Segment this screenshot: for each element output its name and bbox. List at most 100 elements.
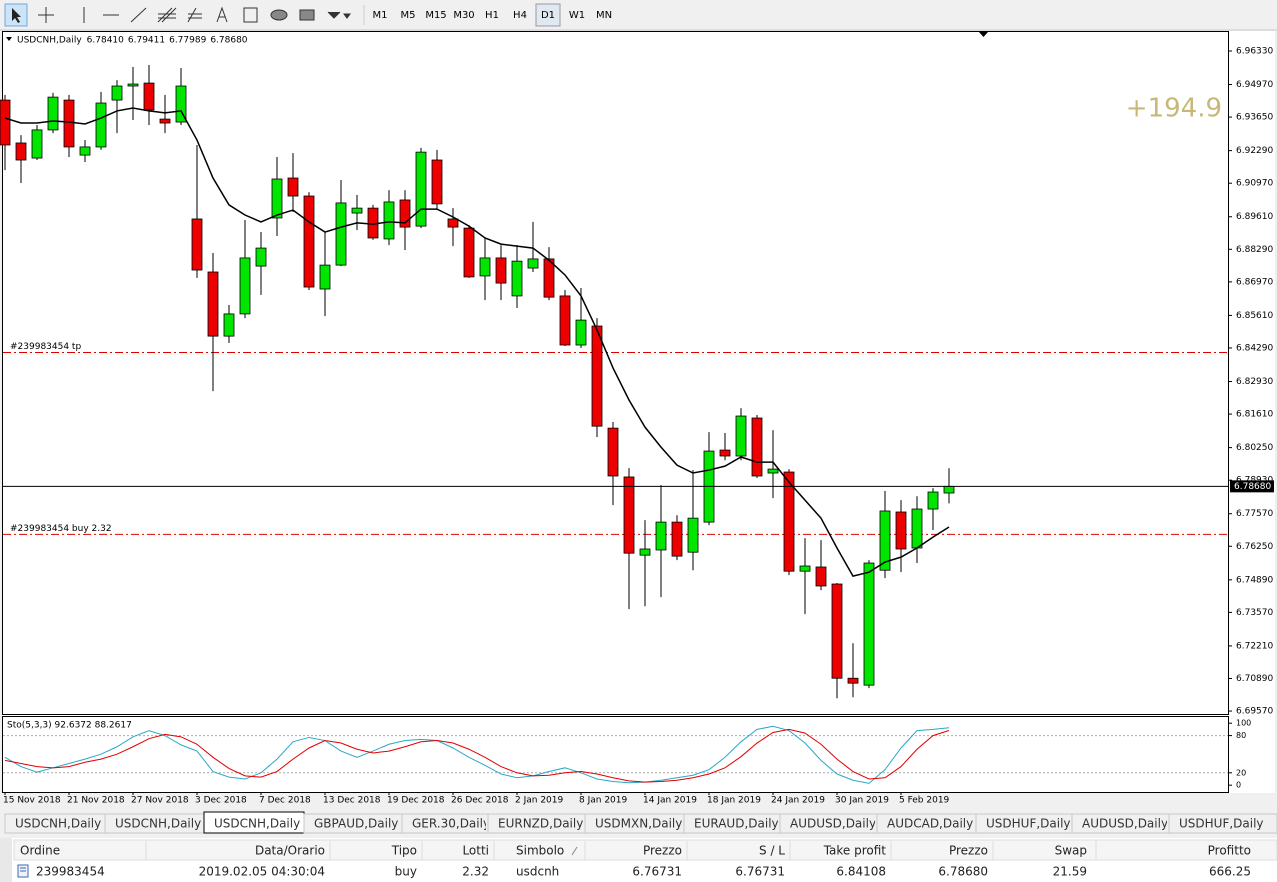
sub-y-tick-label: 100 bbox=[1236, 719, 1251, 728]
candle-body bbox=[607, 427, 619, 477]
x-tick-label: 14 Jan 2019 bbox=[643, 796, 697, 806]
candle-body bbox=[0, 99, 11, 146]
y-tick-label: 6.84290 bbox=[1236, 343, 1273, 353]
table-cell: 6.76731 bbox=[632, 865, 682, 879]
column-header[interactable]: Prezzo bbox=[643, 844, 682, 858]
timeframes: M1 M5 M15 M30 H1 H4 D1 W1 MN bbox=[373, 3, 612, 27]
candle-body bbox=[15, 142, 27, 161]
y-tick-label: 6.88290 bbox=[1236, 245, 1273, 255]
channel-tool[interactable] bbox=[157, 7, 177, 23]
timeframe-button[interactable]: M1 bbox=[373, 10, 388, 21]
candle-body bbox=[207, 271, 219, 337]
candle-body bbox=[383, 201, 395, 240]
ohlc-value: 6.78410 bbox=[87, 36, 124, 46]
column-header[interactable]: Data/Orario bbox=[255, 844, 325, 858]
ohlc-value: 6.78680 bbox=[210, 36, 247, 46]
candle-body bbox=[399, 199, 411, 228]
y-tick-label: 6.85610 bbox=[1236, 311, 1273, 321]
moving-average bbox=[4, 107, 950, 577]
order-level-label: #239983454 buy 2.32 bbox=[10, 524, 112, 534]
x-tick-label: 8 Jan 2019 bbox=[579, 796, 627, 806]
candle-body bbox=[895, 511, 907, 550]
timeframe-active bbox=[535, 3, 561, 27]
timeframe-button[interactable]: H4 bbox=[513, 10, 527, 21]
tab-label[interactable]: GER.30,Daily bbox=[412, 817, 490, 831]
timeframe-button[interactable]: M30 bbox=[453, 10, 474, 21]
x-tick-label: 19 Dec 2018 bbox=[387, 796, 445, 806]
x-tick-label: 13 Dec 2018 bbox=[323, 796, 381, 806]
x-tick-label: 2 Jan 2019 bbox=[515, 796, 563, 806]
tab-label[interactable]: EURNZD,Daily bbox=[498, 817, 583, 831]
tab-label[interactable]: EURAUD,Daily bbox=[694, 817, 779, 831]
y-tick-label: 6.74890 bbox=[1236, 575, 1273, 585]
candle-body bbox=[287, 177, 299, 197]
candle-body bbox=[175, 85, 187, 123]
timeframe-button[interactable]: M5 bbox=[401, 10, 416, 21]
chart-window bbox=[2, 31, 1275, 793]
candle-body bbox=[543, 258, 555, 298]
candle-body bbox=[815, 566, 827, 587]
timeframe-button[interactable]: H1 bbox=[485, 10, 499, 21]
text-tool[interactable] bbox=[216, 6, 228, 23]
sort-indicator bbox=[571, 846, 578, 856]
x-tick-label: 26 Dec 2018 bbox=[451, 796, 509, 806]
column-header[interactable]: Swap bbox=[1055, 844, 1087, 858]
tab-label[interactable]: GBPAUD,Daily bbox=[314, 817, 398, 831]
candle-body bbox=[351, 207, 363, 214]
ellipse-tool[interactable] bbox=[270, 9, 288, 21]
candle-body bbox=[527, 258, 539, 269]
timeframe-button[interactable]: W1 bbox=[569, 10, 585, 21]
tab-label[interactable]: USDMXN,Daily bbox=[595, 817, 682, 831]
column-header[interactable]: Lotti bbox=[462, 844, 489, 858]
tab-label[interactable]: USDCNH,Daily bbox=[115, 817, 201, 831]
tab-label[interactable]: USDHUF,Daily bbox=[1179, 817, 1264, 831]
column-header[interactable]: Simbolo bbox=[516, 844, 564, 858]
label-tool[interactable] bbox=[243, 7, 258, 23]
table-cell: 6.76731 bbox=[735, 865, 785, 879]
candle-body bbox=[431, 159, 443, 205]
trendline-tool[interactable] bbox=[130, 7, 147, 23]
tab-label[interactable]: AUDUSD,Daily bbox=[1082, 817, 1168, 831]
y-tick-label: 6.77570 bbox=[1236, 509, 1273, 519]
y-tick-label: 6.93650 bbox=[1236, 113, 1273, 123]
column-header[interactable]: Prezzo bbox=[949, 844, 988, 858]
arrows-tool[interactable] bbox=[327, 11, 351, 19]
rectangle-tool[interactable] bbox=[299, 9, 315, 21]
y-tick-label: 6.72210 bbox=[1236, 641, 1273, 651]
x-tick-label: 24 Jan 2019 bbox=[771, 796, 825, 806]
column-header[interactable]: Ordine bbox=[20, 844, 60, 858]
crosshair-tool[interactable] bbox=[38, 7, 54, 23]
candle-body bbox=[927, 491, 939, 510]
table-cell: 239983454 bbox=[36, 865, 105, 879]
table-cell: usdcnh bbox=[516, 865, 559, 879]
candle-body bbox=[191, 218, 203, 271]
timeframe-button[interactable]: MN bbox=[596, 10, 612, 21]
table-cell: 666.25 bbox=[1209, 865, 1251, 879]
column-header[interactable]: Tipo bbox=[391, 844, 417, 858]
timeframe-button[interactable]: D1 bbox=[541, 10, 555, 21]
tab[interactable] bbox=[1168, 813, 1277, 834]
tab-label[interactable]: AUDUSD,Daily bbox=[790, 817, 876, 831]
tab-label[interactable]: USDCNH,Daily bbox=[15, 817, 101, 831]
y-tick-label: 6.82930 bbox=[1236, 377, 1273, 387]
price-label: 6.78680 bbox=[1234, 482, 1271, 492]
candle-body bbox=[31, 129, 43, 159]
table: Ordine Data/Orario Tipo Lotti Simbolo Prezzo S… bbox=[20, 841, 1277, 879]
candle-body bbox=[79, 146, 91, 156]
shift-marker bbox=[979, 32, 988, 37]
tab-label[interactable]: USDCNH,Daily bbox=[214, 817, 300, 831]
column-header[interactable]: S / L bbox=[759, 844, 785, 858]
tabs: USDCNH,Daily USDCNH,Daily USDCNH,Daily GBPA… bbox=[4, 811, 1277, 834]
tab-label[interactable]: AUDCAD,Daily bbox=[887, 817, 973, 831]
y-tick-label: 6.73570 bbox=[1236, 608, 1273, 618]
y-tick-label: 6.92290 bbox=[1236, 146, 1273, 156]
column-header[interactable]: Profitto bbox=[1208, 844, 1251, 858]
toolbar-bg bbox=[0, 0, 880, 30]
column-header[interactable]: Take profit bbox=[823, 844, 887, 858]
fibo-tool[interactable] bbox=[187, 7, 202, 23]
tab-label[interactable]: USDHUF,Daily bbox=[986, 817, 1071, 831]
candle-body bbox=[623, 476, 635, 554]
y-tick-label: 6.69570 bbox=[1236, 707, 1273, 717]
timeframe-button[interactable]: M15 bbox=[425, 10, 446, 21]
candle-body bbox=[783, 471, 795, 572]
